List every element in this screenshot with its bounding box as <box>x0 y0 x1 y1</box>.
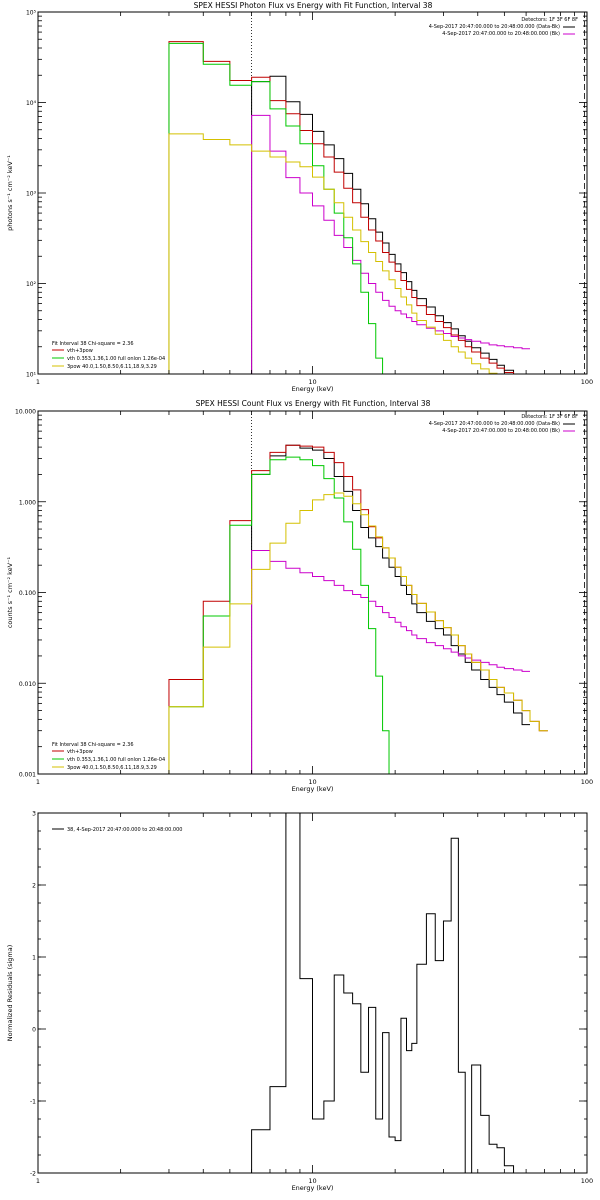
photon-flux-legend-label-0: vth+3pow <box>67 348 93 354</box>
residuals-y-tick-label: 1 <box>32 955 36 962</box>
count-flux-data-interval: 4-Sep-2017 20:47:00.000 to 20:48:00.000 … <box>429 421 560 427</box>
photon-flux-series-data <box>251 75 531 374</box>
count-flux-y-tick-label: 0.001 <box>19 772 36 779</box>
residuals-series-residuals <box>251 813 585 1173</box>
photon-flux-y-tick-label: 10¹ <box>26 372 37 379</box>
count-flux-x-tick-label: 10 <box>308 778 316 786</box>
photon-flux-legend-label-1: vth 0.353,1.36,1.00 full onlon 1.26e-04 <box>67 356 165 362</box>
residuals-x-tick-label: 10 <box>308 1177 316 1185</box>
photon-flux-y-tick-label: 10⁵ <box>26 10 37 17</box>
count-flux-legend-label-1: vth 0.353,1.36,1.00 full onlon 1.26e-04 <box>67 757 165 763</box>
count-flux-detectors: Detectors: 1F 3F 6F 8F <box>521 414 578 420</box>
photon-flux-legend-label-2: 3pow 40.0,1.50,8.50,6.11,18.9,3.29 <box>67 364 157 370</box>
photon-flux-legend-title: Fit Interval 38 Chi-square = 2.36 <box>52 341 134 347</box>
photon-flux-series-vth <box>168 42 390 374</box>
photon-flux-series-3pow <box>168 133 531 374</box>
residuals-panel: 38, 4-Sep-2017 20:47:00.000 to 20:48:00.… <box>6 811 593 1193</box>
residuals-y-tick-label: -1 <box>30 1099 36 1106</box>
count-flux-x-tick-label: 100 <box>581 778 593 786</box>
count-flux-title: SPEX HESSI Count Flux vs Energy with Fit… <box>196 399 431 408</box>
photon-flux-series-bk <box>251 114 531 374</box>
photon-flux-y-tick-label: 10³ <box>26 191 37 198</box>
count-flux-series-vth-3pow <box>168 444 548 774</box>
photon-flux-detectors: Detectors: 1F 3F 6F 8F <box>521 17 578 23</box>
photon-flux-x-axis-label: Energy (keV) <box>292 385 334 393</box>
count-flux-series-data <box>251 444 531 774</box>
residuals-x-tick-label: 1 <box>36 1177 40 1185</box>
count-flux-info: Detectors: 1F 3F 6F 8F 4-Sep-2017 20:47:… <box>429 414 578 434</box>
residuals-x-tick-label: 100 <box>581 1177 593 1185</box>
photon-flux-series-vth-3pow <box>168 41 531 374</box>
count-flux-series-vth <box>168 456 396 774</box>
photon-flux-x-tick-label: 1 <box>36 378 40 386</box>
photon-flux-bk-interval: 4-Sep-2017 20:47:00.000 to 20:48:00.000 … <box>442 31 560 37</box>
count-flux-legend-label-0: vth+3pow <box>67 749 93 755</box>
photon-flux-legend: Fit Interval 38 Chi-square = 2.36 vth+3p… <box>52 341 165 370</box>
count-flux-legend-title: Fit Interval 38 Chi-square = 2.36 <box>52 742 134 748</box>
count-flux-panel: SPEX HESSI Count Flux vs Energy with Fit… <box>6 399 593 793</box>
count-flux-y-tick-label: 1.000 <box>19 499 36 506</box>
residuals-y-axis-label: Normalized Residuals (sigma) <box>6 945 14 1042</box>
count-flux-series-bk <box>251 550 531 774</box>
count-flux-legend: Fit Interval 38 Chi-square = 2.36 vth+3p… <box>52 742 165 771</box>
photon-flux-x-tick-label: 100 <box>581 378 593 386</box>
photon-flux-info: Detectors: 1F 3F 6F 8F 4-Sep-2017 20:47:… <box>429 17 578 37</box>
count-flux-y-axis-label: counts s⁻¹ cm⁻² keV⁻¹ <box>6 556 14 628</box>
count-flux-bk-interval: 4-Sep-2017 20:47:00.000 to 20:48:00.000 … <box>442 428 560 434</box>
photon-flux-x-tick-label: 10 <box>308 378 316 386</box>
residuals-x-axis-label: Energy (keV) <box>292 1184 334 1192</box>
count-flux-x-axis-label: Energy (keV) <box>292 785 334 793</box>
photon-flux-y-axis-label: photons s⁻¹ cm⁻² keV⁻¹ <box>6 155 14 231</box>
count-flux-y-tick-label: 0.100 <box>19 590 36 597</box>
count-flux-series-3pow <box>168 492 548 774</box>
photon-flux-title: SPEX HESSI Photon Flux vs Energy with Fi… <box>194 1 433 10</box>
photon-flux-panel: SPEX HESSI Photon Flux vs Energy with Fi… <box>6 1 593 393</box>
count-flux-x-tick-label: 1 <box>36 778 40 786</box>
count-flux-y-tick-label: 10.000 <box>15 409 36 416</box>
residuals-y-tick-label: 2 <box>32 883 36 890</box>
residuals-y-tick-label: -2 <box>30 1171 36 1178</box>
photon-flux-y-tick-label: 10² <box>26 281 37 288</box>
count-flux-y-tick-label: 0.010 <box>19 681 36 688</box>
photon-flux-data-interval: 4-Sep-2017 20:47:00.000 to 20:48:00.000 … <box>429 24 560 30</box>
residuals-y-tick-label: 0 <box>32 1027 36 1034</box>
residuals-y-tick-label: 3 <box>32 811 36 818</box>
residuals-legend-label-0: 38, 4-Sep-2017 20:47:00.000 to 20:48:00.… <box>67 827 182 833</box>
count-flux-legend-label-2: 3pow 40.0,1.50,8.50,6.11,18.9,3.29 <box>67 765 157 771</box>
residuals-legend: 38, 4-Sep-2017 20:47:00.000 to 20:48:00.… <box>52 827 182 833</box>
photon-flux-y-tick-label: 10⁴ <box>26 100 37 107</box>
